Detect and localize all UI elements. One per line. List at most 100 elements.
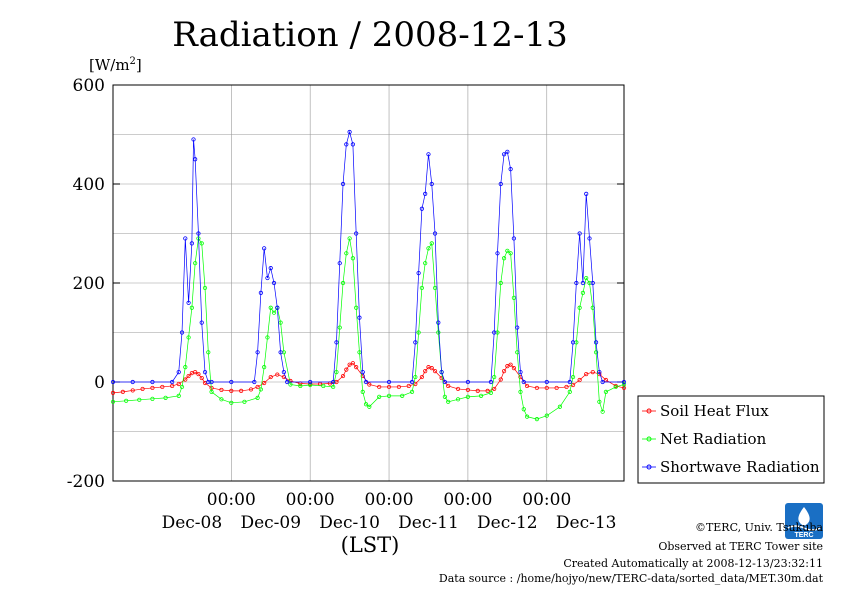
data-point: [239, 388, 244, 394]
logo-text: TERC: [794, 532, 813, 539]
data-point: [621, 379, 627, 385]
data-point: [518, 369, 523, 375]
legend: Soil Heat Flux Net Radiation Shortwave Rad…: [637, 395, 825, 484]
x-date-label: Dec-12: [477, 513, 538, 533]
data-point: [308, 379, 313, 385]
data-point: [331, 379, 336, 385]
data-point: [577, 377, 582, 383]
data-point: [488, 390, 494, 395]
data-point: [432, 231, 438, 236]
data-point: [600, 379, 605, 385]
data-point: [281, 369, 286, 375]
data-point: [337, 325, 342, 330]
data-point: [597, 369, 602, 375]
data-point: [275, 372, 280, 377]
data-point: [492, 386, 497, 392]
data-point: [597, 399, 602, 404]
data-point: [554, 385, 559, 391]
data-point: [150, 385, 155, 391]
data-point: [593, 350, 599, 355]
data-point: [409, 379, 415, 385]
data-point: [271, 280, 277, 286]
data-point: [160, 384, 165, 390]
data-point: [140, 386, 145, 392]
data-point: [505, 248, 510, 253]
data-point: [432, 369, 438, 374]
data-point: [584, 275, 589, 281]
data-point: [258, 387, 263, 392]
data-point: [298, 383, 303, 389]
data-point: [350, 142, 355, 147]
legend-marker: [646, 408, 652, 414]
series-1: [110, 361, 627, 395]
source-text: Data source : /home/hojyo/new/TERC-data/…: [439, 572, 824, 585]
data-point: [465, 379, 471, 385]
data-point: [584, 191, 589, 196]
data-point: [429, 181, 434, 187]
data-point: [255, 395, 260, 400]
data-point: [544, 385, 549, 391]
data-point: [337, 261, 342, 266]
data-point: [439, 369, 444, 375]
data-point: [377, 384, 382, 390]
x-tick-label: 00:00: [522, 490, 571, 510]
data-point: [268, 305, 273, 310]
data-point: [179, 330, 185, 335]
data-point: [130, 379, 135, 385]
data-point: [189, 241, 194, 246]
data-point: [409, 389, 415, 394]
data-point: [360, 373, 365, 379]
legend-label: Shortwave Radiation: [660, 458, 820, 476]
data-point: [419, 285, 425, 291]
data-point: [567, 379, 572, 385]
data-point: [265, 275, 270, 281]
data-point: [524, 383, 530, 389]
data-point: [268, 266, 273, 271]
data-point: [265, 335, 270, 340]
data-point: [334, 369, 339, 375]
wave-icon: [787, 525, 821, 531]
data-point: [340, 280, 346, 286]
data-point: [436, 320, 441, 325]
data-point: [363, 379, 369, 385]
data-point: [347, 236, 352, 241]
data-point: [137, 397, 142, 402]
data-point: [150, 379, 155, 385]
data-point: [396, 384, 401, 390]
data-point: [367, 382, 372, 387]
data-point: [534, 417, 540, 422]
data-point: [199, 241, 204, 246]
data-point: [564, 384, 569, 390]
x-tick-label: 00:00: [365, 490, 414, 510]
data-point: [498, 377, 503, 382]
data-point: [110, 379, 116, 385]
data-point: [278, 320, 283, 325]
data-point: [183, 236, 188, 241]
data-point: [255, 350, 260, 355]
x-date-label: Dec-09: [240, 513, 301, 533]
data-point: [386, 393, 392, 398]
legend-label: Soil Heat Flux: [660, 402, 769, 420]
y-unit-superscript: 2: [130, 56, 136, 67]
data-point: [340, 181, 346, 187]
series-line: [112, 237, 625, 420]
data-point: [429, 241, 434, 246]
data-point: [271, 310, 277, 315]
series-3: [110, 129, 627, 385]
data-point: [209, 389, 214, 394]
data-point: [357, 315, 362, 320]
data-point: [344, 142, 349, 147]
data-point: [465, 394, 471, 399]
data-point: [416, 270, 421, 276]
data-point: [360, 389, 365, 394]
data-point: [416, 330, 421, 335]
data-point: [518, 389, 523, 394]
legend-label: Net Radiation: [660, 430, 767, 448]
data-point: [587, 236, 592, 241]
data-point: [501, 256, 507, 261]
data-point: [590, 369, 595, 375]
y-tick-label: 0: [94, 373, 105, 393]
data-point: [193, 261, 198, 266]
y-axis-unit-label: [W/m2]: [89, 56, 142, 74]
series-2: [110, 236, 627, 422]
